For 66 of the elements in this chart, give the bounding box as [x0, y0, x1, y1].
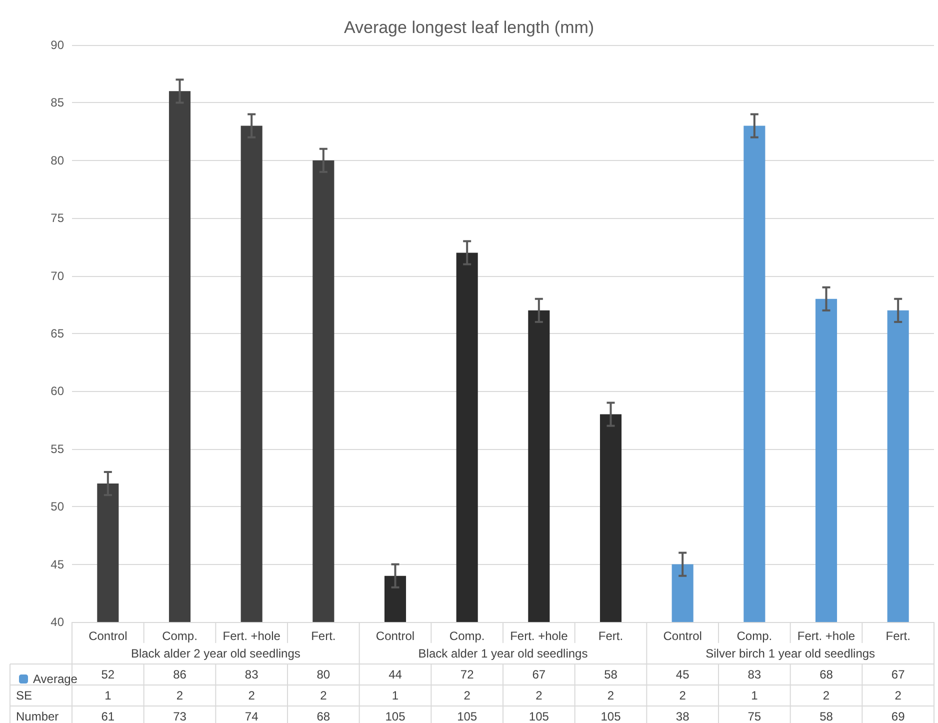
data-label: 80 [316, 668, 330, 682]
text: 1 [751, 688, 758, 702]
y-tick-label: 50 [50, 500, 64, 514]
data-label: 83 [244, 668, 259, 682]
text: 58 [820, 710, 834, 723]
y-tick-label: 65 [50, 326, 64, 340]
x-tick-label: Fert. [886, 629, 910, 643]
text: Silver birch 1 year old seedlings [706, 646, 876, 660]
text: Black alder 2 year old seedlings [130, 646, 300, 660]
text: SE [16, 688, 32, 702]
legend-label: Average [33, 672, 78, 686]
data-label: 45 [676, 668, 690, 682]
y-tick-label: 55 [50, 442, 64, 456]
text: 2 [464, 688, 471, 702]
text: 105 [600, 710, 622, 723]
x-tick-label: Control [88, 629, 128, 643]
text: 2 [176, 688, 184, 702]
text: 105 [457, 710, 478, 723]
text: 73 [173, 710, 187, 723]
y-tick-label: 80 [50, 153, 64, 168]
x-tick-label: Comp. [736, 629, 772, 643]
text: 1 [392, 688, 399, 702]
data-label: 58 [604, 668, 618, 682]
text: 68 [316, 710, 330, 723]
text: 61 [101, 710, 115, 723]
text: 2 [320, 688, 328, 702]
x-tick-label: Control [376, 629, 415, 643]
x-tick-label: Fert. +hole [510, 629, 568, 643]
x-tick-label: Control [663, 629, 702, 643]
text: 105 [528, 710, 550, 723]
text: 105 [385, 710, 406, 723]
text: 2 [679, 688, 686, 702]
text: 75 [748, 710, 762, 723]
data-label: 83 [748, 668, 762, 682]
y-tick-label: 70 [50, 268, 64, 283]
data-label: 72 [460, 668, 474, 682]
y-tick-label: 75 [50, 211, 64, 226]
y-tick-label: 60 [50, 384, 64, 398]
data-label: 52 [101, 668, 115, 682]
y-tick-label: 40 [50, 615, 64, 629]
chart-title: Average longest leaf length (mm) [344, 18, 594, 37]
x-tick-label: Fert. [598, 629, 624, 643]
x-tick-label: Comp. [162, 629, 198, 643]
x-tick-label: Fert. [311, 629, 336, 643]
text: 1 [104, 688, 112, 702]
text: 2 [822, 688, 830, 702]
x-tick-label: Fert. +hole [797, 629, 856, 643]
x-tick-label: Fert. +hole [222, 629, 281, 643]
text: 2 [894, 688, 902, 702]
data-label: 67 [891, 668, 906, 682]
text: 69 [891, 710, 906, 723]
x-tick-label: Comp. [449, 629, 485, 643]
text: Black alder 1 year old seedlings [418, 646, 588, 660]
text: 2 [607, 688, 614, 702]
y-tick-label: 85 [50, 96, 64, 110]
data-label: 67 [532, 668, 546, 682]
text: 38 [676, 710, 690, 723]
text: 2 [248, 688, 256, 702]
text: Number [16, 710, 59, 723]
y-tick-label: 90 [50, 38, 64, 52]
text: 2 [536, 688, 543, 702]
y-tick-label: 45 [50, 557, 64, 572]
data-label: 86 [173, 668, 187, 682]
data-label: 68 [820, 668, 834, 682]
text: 74 [244, 710, 259, 723]
data-label: 44 [388, 668, 402, 682]
